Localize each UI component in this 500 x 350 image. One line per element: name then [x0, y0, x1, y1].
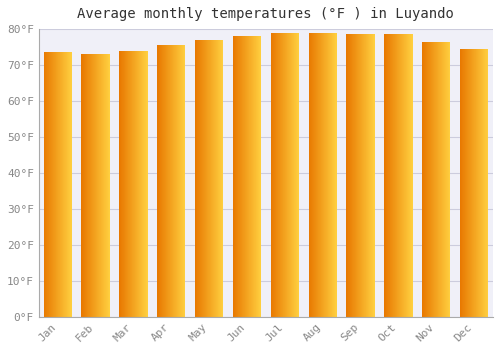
Title: Average monthly temperatures (°F ) in Luyando: Average monthly temperatures (°F ) in Lu… — [78, 7, 454, 21]
